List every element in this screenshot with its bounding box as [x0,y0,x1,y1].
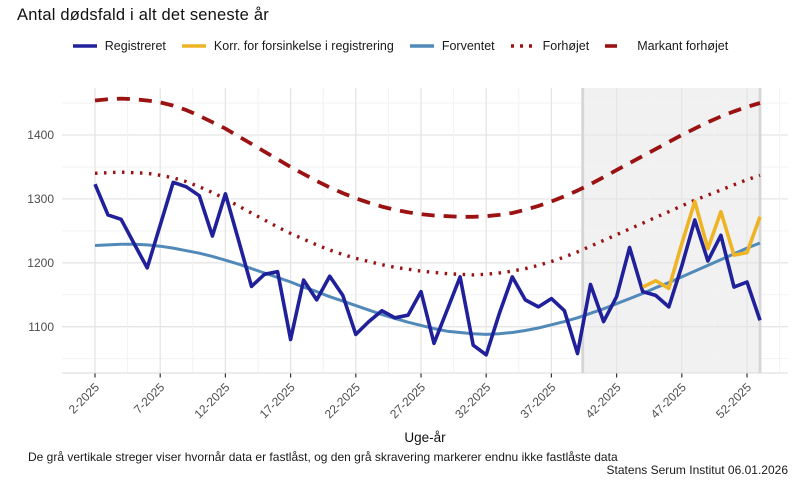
x-axis-label: 22-2025 [322,380,363,421]
legend-label: Registreret [104,39,166,53]
chart-legend: Registreret Korr. for forsinkelse i regis… [0,39,800,53]
legend-key-dashed-icon [605,44,630,48]
x-axis-label: 12-2025 [191,380,232,421]
legend-label: Forventet [441,39,495,53]
source-attribution: Statens Serum Institut 06.01.2026 [606,463,788,477]
x-axis-label: 52-2025 [713,380,754,421]
x-axis-title: Uge-år [404,430,446,445]
y-axis-label: 1400 [27,128,54,142]
x-axis-label: 37-2025 [517,380,558,421]
series-line-registreret [93,180,762,357]
legend-label: Korr. for forsinkelse i registrering [213,39,394,53]
y-axis-label: 1300 [27,192,54,206]
legend-key-dotted-icon [510,44,535,48]
legend-key-solid-icon [409,44,434,48]
y-axis-label: 1100 [28,320,54,334]
legend-item-forventet: Forventet [409,39,495,53]
footnote: De grå vertikale streger viser hvornår d… [28,450,618,464]
legend-item-registreret: Registreret [72,39,166,53]
x-axis-label: 32-2025 [452,380,493,421]
legend-key-solid-icon [181,44,206,48]
x-axis-label: 17-2025 [257,380,298,421]
chart-title: Antal dødsfald i alt det seneste år [17,6,269,24]
y-axis-label: 1200 [27,256,54,270]
legend-label: Forhøjet [542,39,590,53]
series-line-markant-forh-jet [94,96,761,219]
series-line-korr-for-forsinkelse-i-registrering [641,199,762,291]
x-axis-label: 7-2025 [131,380,168,417]
series-line-forh-jet [94,170,761,277]
legend-key-solid-icon [72,44,97,48]
x-axis-label: 47-2025 [648,380,689,421]
x-axis-label: 42-2025 [583,380,624,421]
series-line-forventet [94,241,761,336]
x-axis-label: 27-2025 [387,380,428,421]
x-axis-label: 2-2025 [66,380,103,417]
legend-label: Markant forhøjet [637,39,729,53]
legend-item-forh-jet: Forhøjet [510,39,590,53]
legend-item-markant-forh-jet: Markant forhøjet [604,39,728,53]
legend-item-korr-for-forsinkelse-i-registrering: Korr. for forsinkelse i registrering [181,39,394,53]
